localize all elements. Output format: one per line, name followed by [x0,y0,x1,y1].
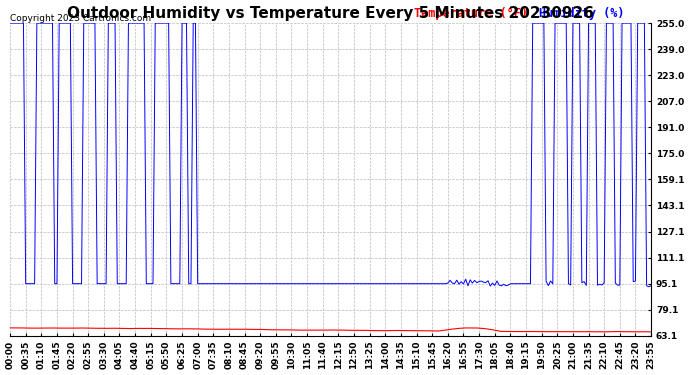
Humidity (%) [591,21,600,26]
Text: Copyright 2023 Cartronics.com: Copyright 2023 Cartronics.com [10,14,151,23]
Humidity (%) [544,284,553,288]
Humidity (%) [6,21,14,26]
Temperature (°F) [591,330,600,334]
Humidity (%) [644,285,653,289]
Temperature (°F) [544,329,553,334]
Temperature (°F) [330,328,338,332]
Temperature (°F) [571,330,580,334]
Temperature (°F) [647,330,655,334]
Temperature (°F) [555,329,564,334]
Title: Outdoor Humidity vs Temperature Every 5 Minutes 20230926: Outdoor Humidity vs Temperature Every 5 … [67,6,594,21]
Temperature (°F) [6,326,14,330]
Text: Temperature (°F): Temperature (°F) [414,7,528,20]
Humidity (%) [61,21,70,26]
Humidity (%) [555,21,564,26]
Text: Humidity (%): Humidity (%) [539,7,624,20]
Line: Humidity (%): Humidity (%) [10,23,651,287]
Line: Temperature (°F): Temperature (°F) [10,328,651,332]
Temperature (°F) [600,330,609,334]
Humidity (%) [571,21,580,26]
Temperature (°F) [61,326,70,330]
Humidity (%) [647,284,655,288]
Humidity (%) [330,281,338,286]
